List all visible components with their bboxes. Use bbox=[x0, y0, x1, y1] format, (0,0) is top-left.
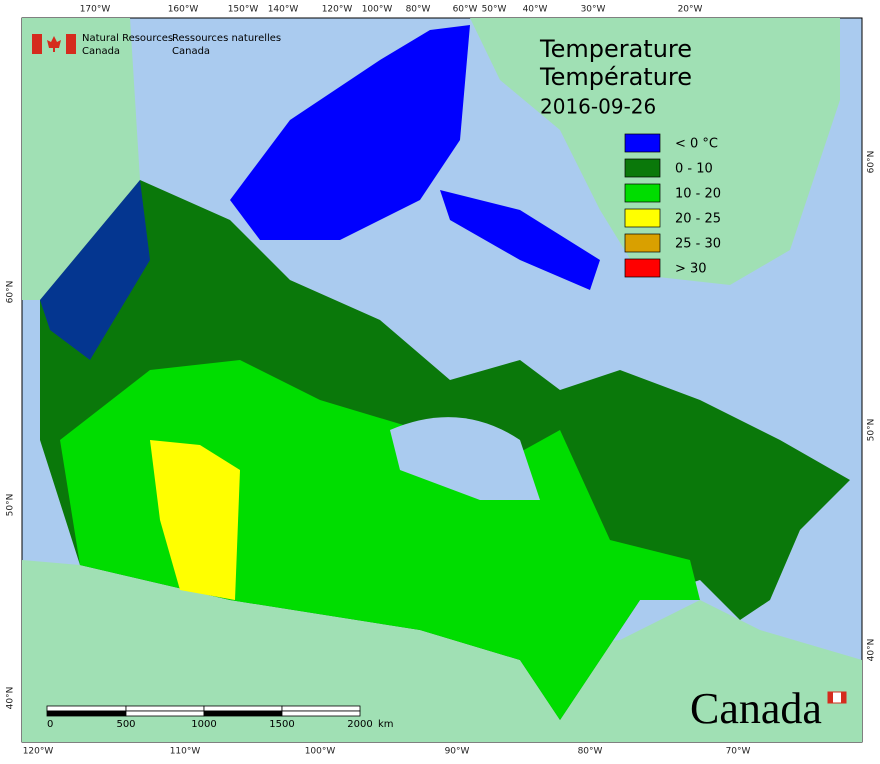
graticule-label: 120°W bbox=[23, 747, 54, 757]
alaska bbox=[22, 18, 140, 300]
legend-swatch bbox=[624, 183, 661, 203]
maple-leaf bbox=[47, 36, 61, 52]
scale-label: 2000 bbox=[347, 719, 372, 730]
legend-label: 20 - 25 bbox=[675, 212, 721, 227]
arctic-islands bbox=[230, 25, 470, 240]
graticule-label: 90°W bbox=[445, 747, 470, 757]
legend-swatch bbox=[624, 133, 661, 153]
canada-mild bbox=[60, 360, 700, 720]
graticule-label: 50°N bbox=[867, 419, 877, 442]
flag-bar bbox=[66, 34, 76, 54]
scale-label: 1000 bbox=[191, 719, 216, 730]
graticule-label: 60°N bbox=[6, 281, 16, 304]
legend-swatch bbox=[624, 208, 661, 228]
scale-segment bbox=[46, 710, 127, 717]
prairies-warm bbox=[150, 440, 240, 600]
graticule-label: 70°W bbox=[726, 747, 751, 757]
wordmark: Canada bbox=[690, 684, 822, 733]
graticule-label: 110°W bbox=[170, 747, 201, 757]
scale-segment bbox=[281, 705, 361, 712]
scale-segment bbox=[125, 705, 205, 712]
flag-bar bbox=[32, 34, 42, 54]
title-date: 2016-09-26 bbox=[540, 95, 656, 119]
graticule-label: 20°W bbox=[678, 5, 703, 15]
baffin-coast bbox=[440, 190, 600, 290]
graticule-label: 170°W bbox=[80, 5, 111, 15]
graticule-label: 40°N bbox=[6, 687, 16, 710]
graticule-label: 50°W bbox=[482, 5, 507, 15]
graticule-label: 100°W bbox=[362, 5, 393, 15]
annotations: 170°W 160°W 150°W 140°W 120°W 100°W 80°W 60°W 50… bbox=[6, 5, 877, 757]
scale-segment bbox=[203, 710, 283, 717]
hudson-bay bbox=[390, 417, 540, 500]
scale-segment bbox=[203, 705, 283, 712]
united-states bbox=[22, 560, 862, 742]
yukon-mountains bbox=[40, 180, 150, 360]
scale-label: 500 bbox=[116, 719, 135, 730]
scale-segment bbox=[125, 710, 205, 717]
graticule-label: 150°W bbox=[228, 5, 259, 15]
logo-text: Canada bbox=[172, 46, 210, 57]
graticule-label: 40°W bbox=[523, 5, 548, 15]
legend-swatch bbox=[624, 233, 661, 253]
title: Température bbox=[539, 63, 692, 91]
graticule-label: 80°W bbox=[406, 5, 431, 15]
scale-label: 1500 bbox=[269, 719, 294, 730]
scale-unit: km bbox=[378, 719, 394, 730]
graticule-label: 50°N bbox=[6, 494, 16, 517]
logo-text: Canada bbox=[82, 46, 120, 57]
legend-label: 25 - 30 bbox=[675, 237, 721, 252]
scale-segment bbox=[281, 710, 361, 717]
scale-segment bbox=[46, 705, 127, 712]
wordmark-flag bbox=[841, 692, 846, 703]
graticule-label: 60°N bbox=[867, 151, 877, 174]
graticule-label: 120°W bbox=[322, 5, 353, 15]
logo-text: Natural Resources bbox=[82, 33, 173, 44]
graticule-label: 60°W bbox=[453, 5, 478, 15]
legend-swatch bbox=[624, 258, 661, 278]
legend-label: 0 - 10 bbox=[675, 162, 713, 177]
graticule-label: 160°W bbox=[168, 5, 199, 15]
legend-swatch bbox=[624, 158, 661, 178]
wordmark-flag bbox=[828, 692, 833, 703]
graticule-label: 140°W bbox=[268, 5, 299, 15]
legend-label: > 30 bbox=[675, 262, 707, 277]
scale-label: 0 bbox=[47, 719, 53, 730]
land bbox=[22, 18, 862, 742]
graticule-label: 100°W bbox=[305, 747, 336, 757]
legend-label: 10 - 20 bbox=[675, 187, 721, 202]
legend-label: < 0 °C bbox=[675, 137, 718, 152]
graticule-label: 40°N bbox=[867, 639, 877, 662]
graticule-label: 30°W bbox=[581, 5, 606, 15]
title: Temperature bbox=[539, 35, 692, 63]
logo-text: Ressources naturelles bbox=[172, 33, 281, 44]
graticule-label: 80°W bbox=[578, 747, 603, 757]
